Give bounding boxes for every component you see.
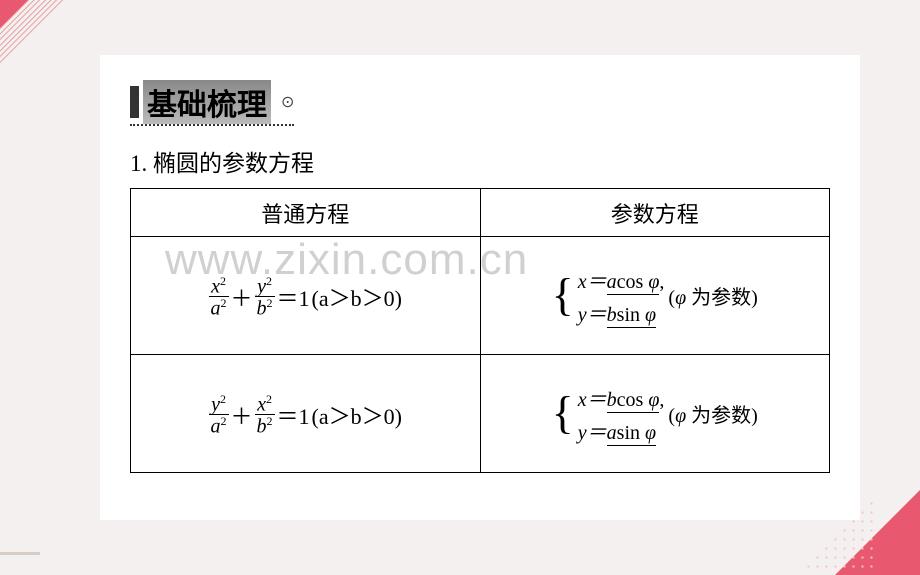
corner-bar-bottom-left bbox=[0, 552, 40, 555]
section-bar-icon bbox=[130, 86, 139, 118]
item-title-text: 椭圆的参数方程 bbox=[153, 151, 314, 176]
cell-ordinary-2: y2 a2 ＋ x2 b2 ＝1 (a＞b＞0) bbox=[131, 355, 481, 473]
header-parametric: 参数方程 bbox=[480, 189, 830, 237]
corner-triangle-top-left bbox=[0, 0, 28, 28]
table-row: y2 a2 ＋ x2 b2 ＝1 (a＞b＞0) { x＝bcos φ, bbox=[131, 355, 830, 473]
cell-parametric-1: { x＝acos φ, y＝bsin φ (φ 为参数) bbox=[480, 237, 830, 355]
table-row: x2 a2 ＋ y2 b2 ＝1 (a＞b＞0) { x＝acos φ, bbox=[131, 237, 830, 355]
header-ordinary: 普通方程 bbox=[131, 189, 481, 237]
equation-table: 普通方程 参数方程 x2 a2 ＋ y2 b2 ＝1 (a＞b＞0) bbox=[130, 188, 830, 473]
table-header-row: 普通方程 参数方程 bbox=[131, 189, 830, 237]
section-header: 基础梳理 ⊙ bbox=[130, 80, 294, 126]
cell-ordinary-1: x2 a2 ＋ y2 b2 ＝1 (a＞b＞0) bbox=[131, 237, 481, 355]
item-title: 1. 椭圆的参数方程 bbox=[130, 144, 830, 178]
item-number: 1. bbox=[130, 151, 147, 176]
bullet-icon: ⊙ bbox=[281, 92, 294, 112]
cell-parametric-2: { x＝bcos φ, y＝asin φ (φ 为参数) bbox=[480, 355, 830, 473]
section-title: 基础梳理 bbox=[143, 80, 271, 124]
slide-content: 基础梳理 ⊙ 1. 椭圆的参数方程 普通方程 参数方程 x2 a2 ＋ y2 bbox=[100, 55, 860, 520]
